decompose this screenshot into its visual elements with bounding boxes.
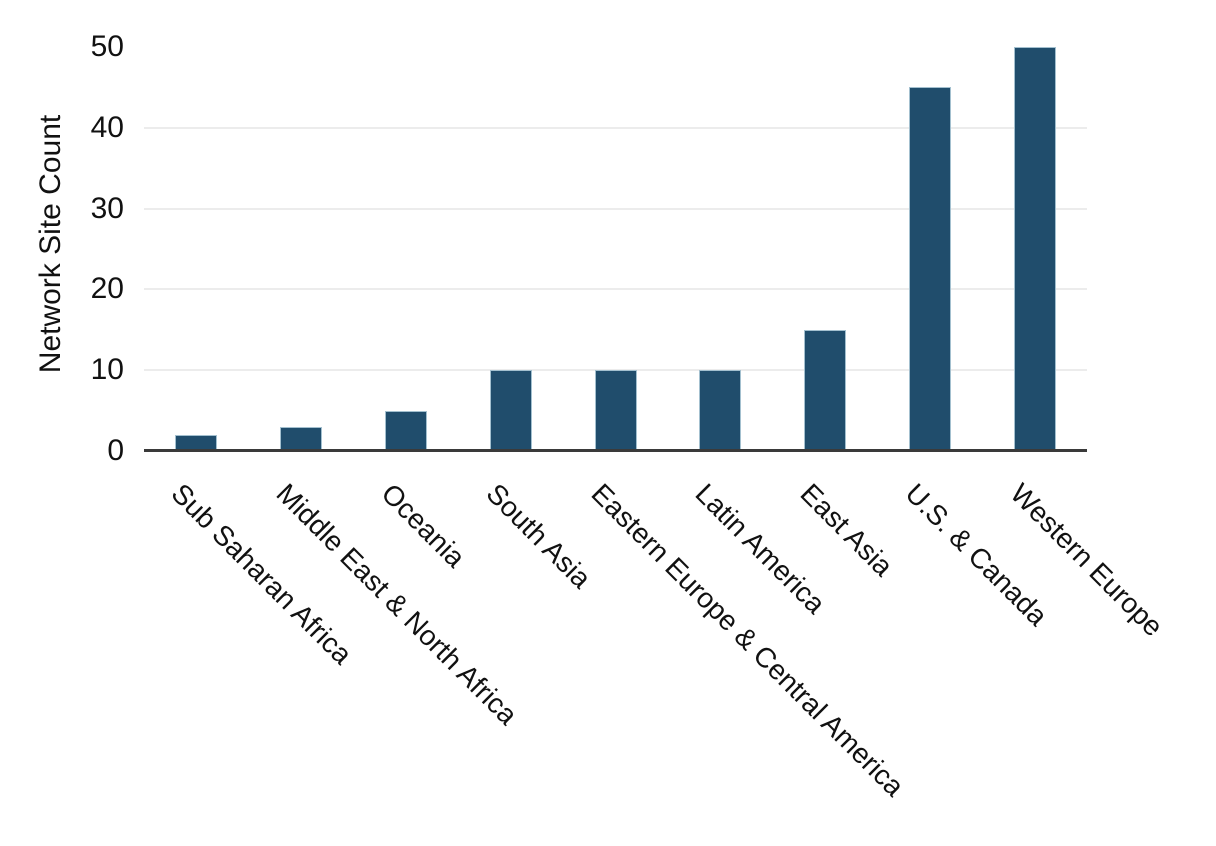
y-tick-label: 30 (90, 191, 124, 225)
y-tick-label: 40 (90, 110, 124, 144)
bar (384, 410, 427, 451)
bar (489, 370, 532, 451)
y-tick-label: 20 (90, 272, 124, 306)
bar (804, 329, 847, 451)
x-tick-label: Oceania (375, 477, 472, 574)
x-tick-label: South Asia (480, 477, 597, 595)
gridline-40 (144, 126, 1087, 129)
y-tick-label: 10 (90, 353, 124, 387)
bar (699, 370, 742, 451)
y-axis-title: Network Site Count (34, 114, 67, 374)
bar (908, 87, 951, 451)
bar (280, 426, 323, 451)
bar (594, 370, 637, 451)
gridline-30 (144, 207, 1087, 210)
bar (175, 434, 218, 451)
y-tick-label: 0 (107, 434, 124, 467)
bar (1013, 47, 1056, 451)
x-axis-line (144, 449, 1087, 452)
y-tick-label: 50 (90, 30, 124, 63)
gridline-20 (144, 288, 1087, 291)
x-tick-label: Sub Saharan Africa (165, 477, 359, 671)
x-tick-label: East Asia (794, 477, 900, 583)
